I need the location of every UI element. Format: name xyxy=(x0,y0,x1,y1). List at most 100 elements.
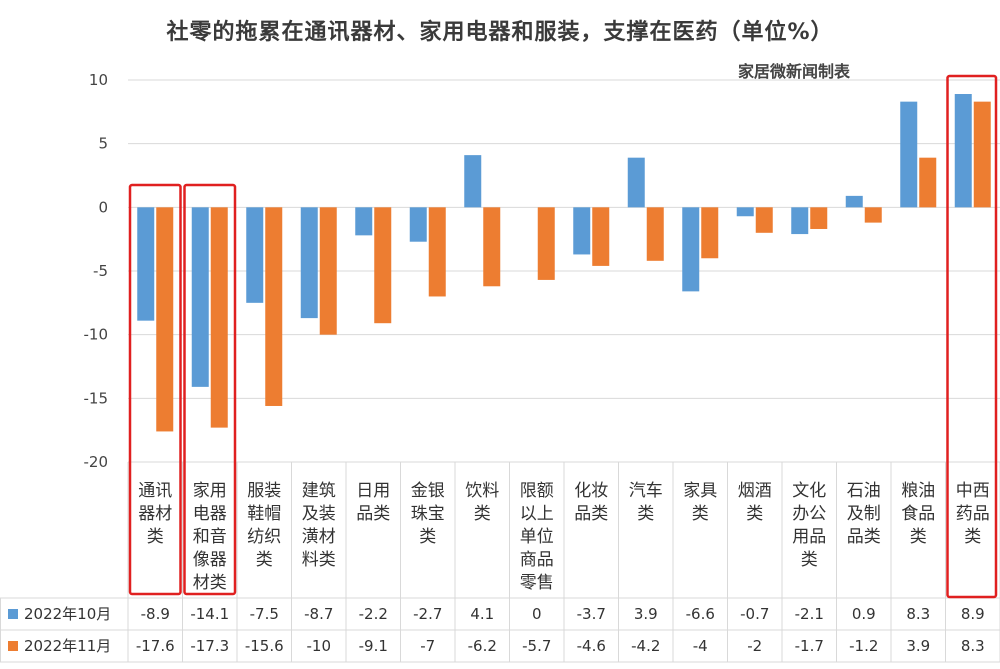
category-label: 金银 xyxy=(411,481,445,501)
bar xyxy=(246,207,264,303)
table-cell: -3.7 xyxy=(577,605,606,623)
category-label: 汽车 xyxy=(629,481,663,501)
table-cell: -9.1 xyxy=(359,637,388,655)
table-cell: -7.5 xyxy=(250,605,279,623)
category-label: 限额 xyxy=(520,481,554,501)
table-cell: -7 xyxy=(420,637,435,655)
category-label: 药品 xyxy=(956,504,990,524)
table-cell: 0.9 xyxy=(852,605,876,623)
category-label: 家用 xyxy=(193,481,227,501)
bar xyxy=(646,207,664,261)
bar xyxy=(355,207,373,236)
table-cell: -2 xyxy=(747,637,762,655)
table-cell: -0.7 xyxy=(740,605,769,623)
category-label: 鞋帽 xyxy=(247,504,281,524)
legend-label: 2022年10月 xyxy=(24,605,111,623)
category-label: 办公 xyxy=(792,504,826,524)
table-cell: -5.7 xyxy=(522,637,551,655)
table-cell: -17.3 xyxy=(190,637,229,655)
chart-source: 家居微新闻制表 xyxy=(737,62,850,81)
table-cell: 0 xyxy=(532,605,542,623)
legend-swatch xyxy=(8,641,18,651)
category-label: 珠宝 xyxy=(411,504,445,524)
bar xyxy=(900,101,918,208)
table-cell: 3.9 xyxy=(906,637,930,655)
bar xyxy=(156,207,174,432)
category-label: 饮料 xyxy=(465,481,499,501)
bar xyxy=(265,207,283,406)
category-label: 通讯 xyxy=(138,481,172,501)
chart-title: 社零的拖累在通讯器材、家用电器和服装，支撑在医药（单位%） xyxy=(166,20,834,45)
category-label: 和音 xyxy=(193,527,227,547)
category-label: 家具 xyxy=(683,481,717,501)
category-label: 类 xyxy=(637,504,654,524)
table-cell: -6.6 xyxy=(686,605,715,623)
category-label: 像器 xyxy=(193,550,227,570)
category-label: 及装 xyxy=(302,504,336,524)
category-label: 器材 xyxy=(138,504,172,524)
y-tick-label: 10 xyxy=(89,71,108,89)
category-label: 类 xyxy=(964,527,981,547)
table-cell: -4 xyxy=(693,637,708,655)
category-label: 食品 xyxy=(901,504,935,524)
bar xyxy=(791,207,809,235)
table-cell: -15.6 xyxy=(245,637,284,655)
table-cell: -2.7 xyxy=(413,605,442,623)
bar xyxy=(300,207,318,319)
table-cell: -1.7 xyxy=(795,637,824,655)
category-label: 石油 xyxy=(847,481,881,501)
table-cell: -4.6 xyxy=(577,637,606,655)
bar xyxy=(845,195,863,208)
bar xyxy=(374,207,392,324)
bar xyxy=(428,207,446,297)
category-label: 用品 xyxy=(792,527,826,547)
bar xyxy=(137,207,155,321)
bar xyxy=(736,207,754,217)
category-label: 以上 xyxy=(520,504,554,524)
bar xyxy=(573,207,591,255)
bar xyxy=(483,207,501,287)
category-label: 电器 xyxy=(193,504,227,524)
category-label: 材类 xyxy=(193,573,227,593)
table-cell: -2.2 xyxy=(359,605,388,623)
table-cell: -6.2 xyxy=(468,637,497,655)
table-cell: -8.9 xyxy=(141,605,170,623)
bar xyxy=(973,101,991,208)
table-cell: -8.7 xyxy=(304,605,333,623)
category-label: 类 xyxy=(147,527,164,547)
y-tick-label: 0 xyxy=(98,198,108,216)
table-cell: 8.3 xyxy=(906,605,930,623)
table-cell: -1.2 xyxy=(849,637,878,655)
bar xyxy=(682,207,700,292)
bar xyxy=(191,207,209,387)
highlight-box xyxy=(183,183,237,596)
category-label: 品类 xyxy=(847,527,881,547)
table-cell: 8.9 xyxy=(961,605,985,623)
highlight-box xyxy=(128,183,182,596)
bar xyxy=(810,207,828,229)
bar xyxy=(627,157,645,208)
category-label: 类 xyxy=(256,550,273,570)
category-label: 零售 xyxy=(520,573,554,593)
category-label: 类 xyxy=(692,504,709,524)
y-tick-label: 5 xyxy=(98,135,108,153)
category-label: 文化 xyxy=(792,481,826,501)
table-cell: -4.2 xyxy=(631,637,660,655)
category-label: 建筑 xyxy=(302,481,336,501)
category-label: 类 xyxy=(474,504,491,524)
category-label: 日用 xyxy=(356,481,390,501)
category-label: 潢材 xyxy=(302,527,336,547)
category-label: 商品 xyxy=(520,550,554,570)
table-cell: -10 xyxy=(307,637,332,655)
bar xyxy=(592,207,610,266)
category-label: 烟酒 xyxy=(738,481,772,501)
bar xyxy=(210,207,228,428)
category-label: 化妆 xyxy=(574,481,608,501)
table-cell: -14.1 xyxy=(190,605,229,623)
y-tick-label: -15 xyxy=(84,389,109,407)
bar xyxy=(755,207,773,233)
category-label: 类 xyxy=(419,527,436,547)
legend-label: 2022年11月 xyxy=(24,637,111,655)
y-tick-label: -5 xyxy=(93,262,108,280)
